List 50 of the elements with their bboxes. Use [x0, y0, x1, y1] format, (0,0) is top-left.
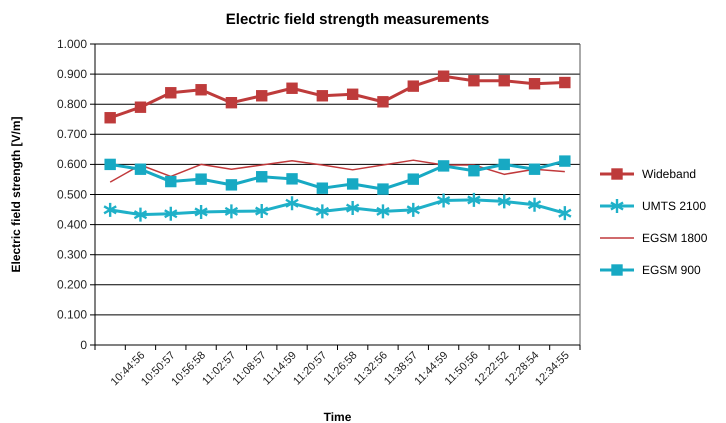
- point: [468, 75, 480, 86]
- point: [104, 112, 116, 124]
- point: [256, 171, 268, 182]
- point: [498, 158, 510, 170]
- point: [438, 160, 450, 172]
- point: [468, 165, 480, 176]
- point: [559, 76, 571, 88]
- point: [286, 82, 298, 94]
- point: [498, 75, 510, 86]
- y-tick-label: 0.800: [56, 97, 88, 112]
- point: [134, 102, 146, 113]
- point: [377, 96, 389, 108]
- legend-label: UMTS 2100: [642, 199, 706, 214]
- point: [226, 179, 238, 191]
- point: [528, 78, 540, 90]
- point: [195, 173, 207, 185]
- point: [165, 176, 176, 188]
- point: [438, 70, 450, 82]
- point: [377, 183, 389, 195]
- y-tick-label: 0.700: [56, 127, 88, 142]
- y-tick-label: 0.500: [56, 187, 88, 202]
- y-tick-label: 1.000: [56, 36, 88, 51]
- point: [165, 87, 176, 98]
- legend-label: EGSM 900: [642, 263, 702, 278]
- legend-label: EGSM 1800: [642, 231, 708, 246]
- y-tick-label: 0: [80, 338, 88, 352]
- y-axis-title: Electric field strength [V/m]: [9, 116, 23, 273]
- y-tick-label: 0.400: [56, 217, 88, 232]
- point: [408, 80, 419, 92]
- point: [346, 178, 358, 190]
- point: [286, 173, 298, 185]
- point: [408, 173, 419, 185]
- point: [104, 158, 116, 170]
- point: [346, 88, 358, 100]
- x-axis-title: Time: [324, 410, 352, 423]
- point: [195, 84, 207, 96]
- point: [226, 96, 238, 108]
- y-tick-label: 0.100: [56, 308, 88, 322]
- chart-title: Electric field strength measurements: [226, 11, 490, 28]
- y-tick-label: 0.200: [56, 278, 88, 292]
- y-tick-label: 0.900: [56, 66, 88, 81]
- point: [528, 164, 540, 175]
- legend-label: Wideband: [642, 167, 696, 182]
- point: [256, 90, 268, 102]
- y-tick-label: 0.300: [56, 248, 88, 262]
- point: [316, 182, 328, 194]
- y-tick-label: 0.600: [56, 157, 88, 172]
- point: [559, 155, 571, 167]
- point: [316, 90, 328, 102]
- point: [134, 164, 146, 175]
